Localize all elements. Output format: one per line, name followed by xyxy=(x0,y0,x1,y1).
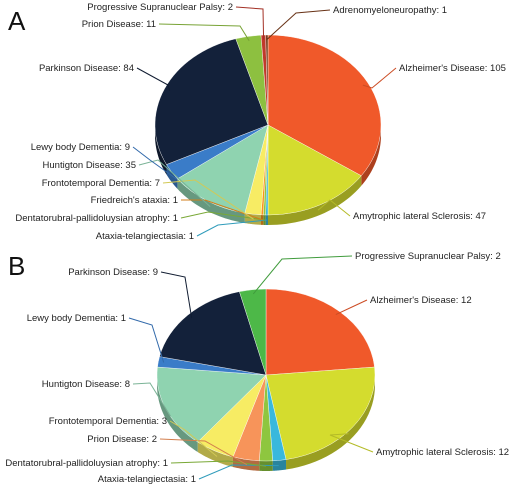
pie-slice-alzheimer-s-disease xyxy=(267,34,382,177)
leader-line-friedreich-s-ataxia xyxy=(181,199,263,221)
slice-label-alzheimer-s-disease: Alzheimer's Disease: 105 xyxy=(399,63,506,74)
leader-line-lewy-body-dementia xyxy=(128,317,165,363)
slice-label-dentatorubral-pallidoluysian-atrophy: Dentatorubral-pallidoluysian atrophy: 1 xyxy=(15,213,178,224)
slice-label-huntigton-disease: Huntigton Disease: 35 xyxy=(43,160,136,171)
leader-line-alzheimer-s-disease xyxy=(335,299,368,316)
slice-label-adrenomyeloneuropathy: Adrenomyeloneuropathy: 1 xyxy=(333,5,447,16)
slice-label-parkinson-disease: Parkinson Disease: 84 xyxy=(39,63,134,74)
leader-line-alzheimer-s-disease xyxy=(362,67,397,89)
slice-label-parkinson-disease: Parkinson Disease: 9 xyxy=(68,267,158,278)
leader-line-amytrophic-lateral-sclerosis xyxy=(329,433,374,453)
leader-line-parkinson-disease xyxy=(136,67,171,91)
pie-side-huntigton-disease xyxy=(177,178,245,224)
pie-a-svg: Alzheimer's Disease: 105 Amytrophic later… xyxy=(15,2,506,242)
leader-line-parkinson-disease xyxy=(160,271,193,319)
slice-label-amytrophic-lateral-sclerosis: Amytrophic lateral Sclerosis: 47 xyxy=(353,211,486,222)
leader-line-dentatorubral-pallidoluysian-atrophy xyxy=(170,460,267,467)
leader-line-lewy-body-dementia xyxy=(132,146,177,180)
slice-label-alzheimer-s-disease: Alzheimer's Disease: 12 xyxy=(370,295,472,306)
leader-line-ataxia-telangiectasia xyxy=(196,219,267,237)
slice-label-prion-disease: Prion Disease: 11 xyxy=(82,19,156,30)
pie-side-huntigton-disease xyxy=(157,375,198,452)
leader-line-prion-disease xyxy=(159,438,248,466)
pie-slice-amytrophic-lateral-sclerosis xyxy=(265,366,376,460)
slice-label-dentatorubral-pallidoluysian-atrophy: Dentatorubral-pallidoluysian atrophy: 1 xyxy=(5,458,168,469)
pie-side-amytrophic-lateral-sclerosis xyxy=(268,175,362,225)
slice-label-frontotemporal-dementia: Frontotemporal Dementia: 7 xyxy=(42,178,160,189)
slice-label-frontotemporal-dementia: Frontotemporal Dementia: 3 xyxy=(49,416,167,427)
pie-side-parkinson-disease xyxy=(155,125,167,175)
slice-label-ataxia-telangiectasia: Ataxia-telangiectasia: 1 xyxy=(98,474,196,485)
pie-slice-amytrophic-lateral-sclerosis xyxy=(267,124,362,216)
pie-chart-a: A Alzheimer's Disease: 105 Amytrophic lat… xyxy=(8,2,506,242)
pie-b-svg: Alzheimer's Disease: 12 Amytrophic latera… xyxy=(5,251,509,485)
leader-line-adrenomyeloneuropathy xyxy=(266,9,331,40)
leader-line-amytrophic-lateral-sclerosis xyxy=(317,199,351,217)
pie-slice-parkinson-disease xyxy=(159,291,267,376)
panel-label-b: B xyxy=(8,251,26,281)
slice-label-progressive-supranuclear-palsy: Progressive Supranuclear Palsy: 2 xyxy=(87,2,233,13)
slice-label-prion-disease: Prion Disease: 2 xyxy=(87,434,157,445)
leader-line-frontotemporal-dementia xyxy=(169,420,218,457)
slice-label-ataxia-telangiectasia: Ataxia-telangiectasia: 1 xyxy=(96,231,194,242)
slice-label-friedreich-s-ataxia: Friedreich's ataxia: 1 xyxy=(91,195,178,206)
pie-slice-alzheimer-s-disease xyxy=(265,288,375,376)
slice-label-amytrophic-lateral-sclerosis: Amytrophic lateral Sclerosis: 12 xyxy=(376,447,509,458)
leader-line-frontotemporal-dementia xyxy=(162,179,254,220)
pie-slice-adrenomyeloneuropathy xyxy=(265,34,269,126)
slice-label-huntigton-disease: Huntigton Disease: 8 xyxy=(42,379,130,390)
leader-line-huntigton-disease xyxy=(132,382,172,417)
leader-line-progressive-supranuclear-palsy xyxy=(252,255,353,295)
slice-label-lewy-body-dementia: Lewy body Dementia: 9 xyxy=(31,142,130,153)
pie-side-ataxia-telangiectasia xyxy=(272,459,287,471)
leader-line-dentatorubral-pallidoluysian-atrophy xyxy=(180,211,265,221)
pie-slice-progressive-supranuclear-palsy xyxy=(239,288,267,376)
slice-label-lewy-body-dementia: Lewy body Dementia: 1 xyxy=(27,313,126,324)
leader-line-huntigton-disease xyxy=(138,159,211,207)
pie-chart-b: B Alzheimer's Disease: 12 Amytrophic late… xyxy=(0,245,520,490)
slice-label-progressive-supranuclear-palsy: Progressive Supranuclear Palsy: 2 xyxy=(355,251,501,262)
leader-line-prion-disease xyxy=(158,23,250,42)
pie-slice-parkinson-disease xyxy=(154,38,269,165)
pie-side-alzheimer-s-disease xyxy=(361,125,381,186)
panel-label-a: A xyxy=(8,6,26,36)
leader-line-progressive-supranuclear-palsy xyxy=(235,6,265,40)
